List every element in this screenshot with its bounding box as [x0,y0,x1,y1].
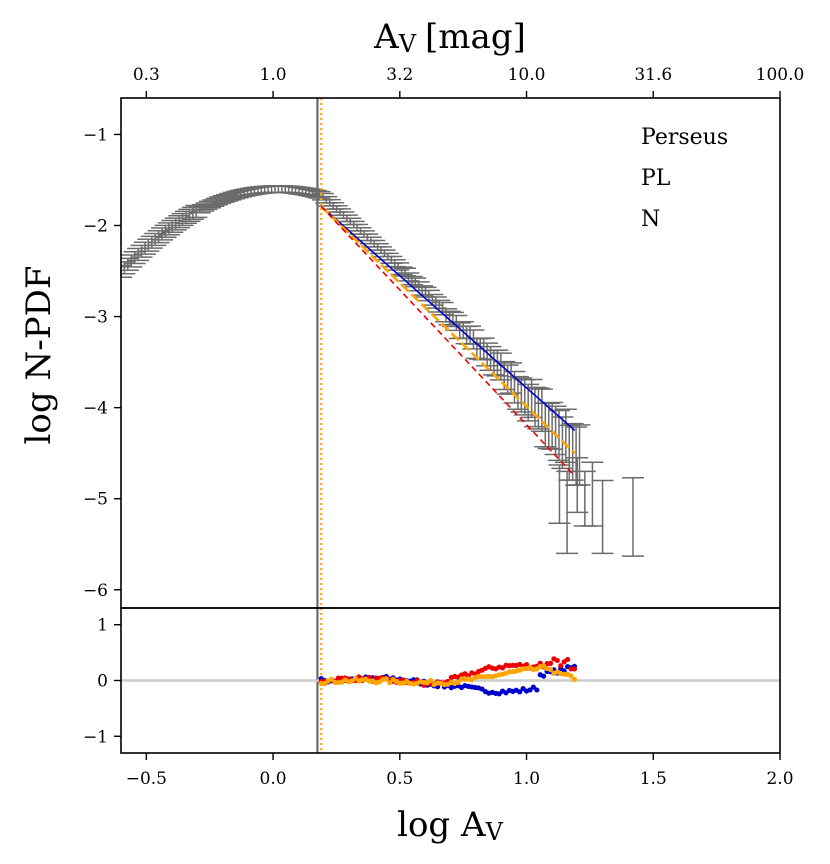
top-tick-label: 10.0 [508,65,546,85]
x-tick-label: 0.5 [386,769,413,789]
residual-plot-content [121,656,780,697]
residual-orange-point [322,681,328,687]
annotation-method: N [641,207,660,232]
residual-red-point [564,656,571,663]
residual-orange-point [387,680,393,686]
x-tick-label: 0.0 [260,769,287,789]
residual-orange-point [428,677,434,684]
top-axis-title: AV [mag] [373,17,526,58]
main-panel-frame [120,97,781,609]
bottom-axis-title-main: log A [397,805,486,845]
top-tick-label: 3.2 [386,65,413,85]
y-tick-label: −6 [83,581,108,601]
y-tick-label: −1 [83,125,108,145]
residual-orange-point [571,676,578,682]
y-tick-label: −4 [83,399,108,419]
bottom-axis-title: log AV [397,805,503,846]
y-tick-label: −2 [83,217,108,237]
pdf-errorbar-point [568,424,591,486]
top-tick-label: 100.0 [756,65,805,85]
residual-red-point [523,662,530,668]
annotation-region: Perseus [641,125,728,150]
residual-orange-point [383,676,389,682]
main-y-ticks: −6 −5 −4 −3 −2 −1 [83,125,121,601]
residual-blue-point [517,689,523,695]
residual-orange-point [455,679,461,686]
residual-orange-point [568,673,574,679]
residual-blue-point [527,687,533,693]
main-panel: −6 −5 −4 −3 −2 −1 Perseus PL N [83,97,781,753]
bottom-axis-ticks: −0.5 0.0 0.5 1.0 1.5 2.0 [126,753,794,789]
annotation-model: PL [641,166,671,191]
pdf-errorbar-point [565,426,588,487]
residual-red-point [547,660,554,666]
bottom-axis-title-sub: V [485,818,504,846]
main-plot-content [120,98,644,753]
residual-red-point [558,663,564,669]
top-axis-ticks: 0.3 1.0 3.2 10.0 31.6 100.0 [133,65,805,98]
y-tick-label: −5 [83,490,108,510]
fit-orange [320,205,576,455]
residual-orange-point [547,666,554,673]
residual-y-tick-label: 1 [97,616,108,636]
residual-y-tick-label: 0 [97,672,108,692]
y-tick-label: −3 [83,308,108,328]
residual-orange-series [318,663,578,688]
residual-y-ticks: −1 0 1 [83,616,121,747]
y-axis-title: log N-PDF [19,266,59,445]
residual-orange-point [328,676,335,682]
residual-blue-point [534,687,540,693]
x-tick-label: 1.0 [513,769,540,789]
pdf-errorbar-point [581,461,604,527]
pdf-errorbar-point [621,477,644,557]
residual-blue-point [530,684,536,690]
residual-red-point [554,657,560,664]
pdf-errorbar-point [527,387,550,430]
x-tick-label: 2.0 [766,769,793,789]
residual-y-tick-label: −1 [83,727,108,747]
top-tick-label: 31.6 [634,65,672,85]
residual-blue-point [541,673,547,679]
residual-red-point [571,666,578,672]
top-tick-label: 1.0 [260,65,287,85]
top-axis-title-main: A [373,17,399,57]
top-axis-title-sub: V [398,30,417,58]
x-tick-label: −0.5 [126,769,167,789]
top-axis-title-unit: [mag] [425,17,526,57]
pdf-errorbar-point [547,409,570,462]
fit-blue [320,205,576,432]
pdf-errorbar-point [459,325,482,345]
residual-panel: −1 0 1 [83,607,781,754]
top-tick-label: 0.3 [133,65,160,85]
fit-red [320,205,576,477]
pdf-errorbar-point [591,479,614,555]
x-tick-label: 1.5 [640,769,667,789]
